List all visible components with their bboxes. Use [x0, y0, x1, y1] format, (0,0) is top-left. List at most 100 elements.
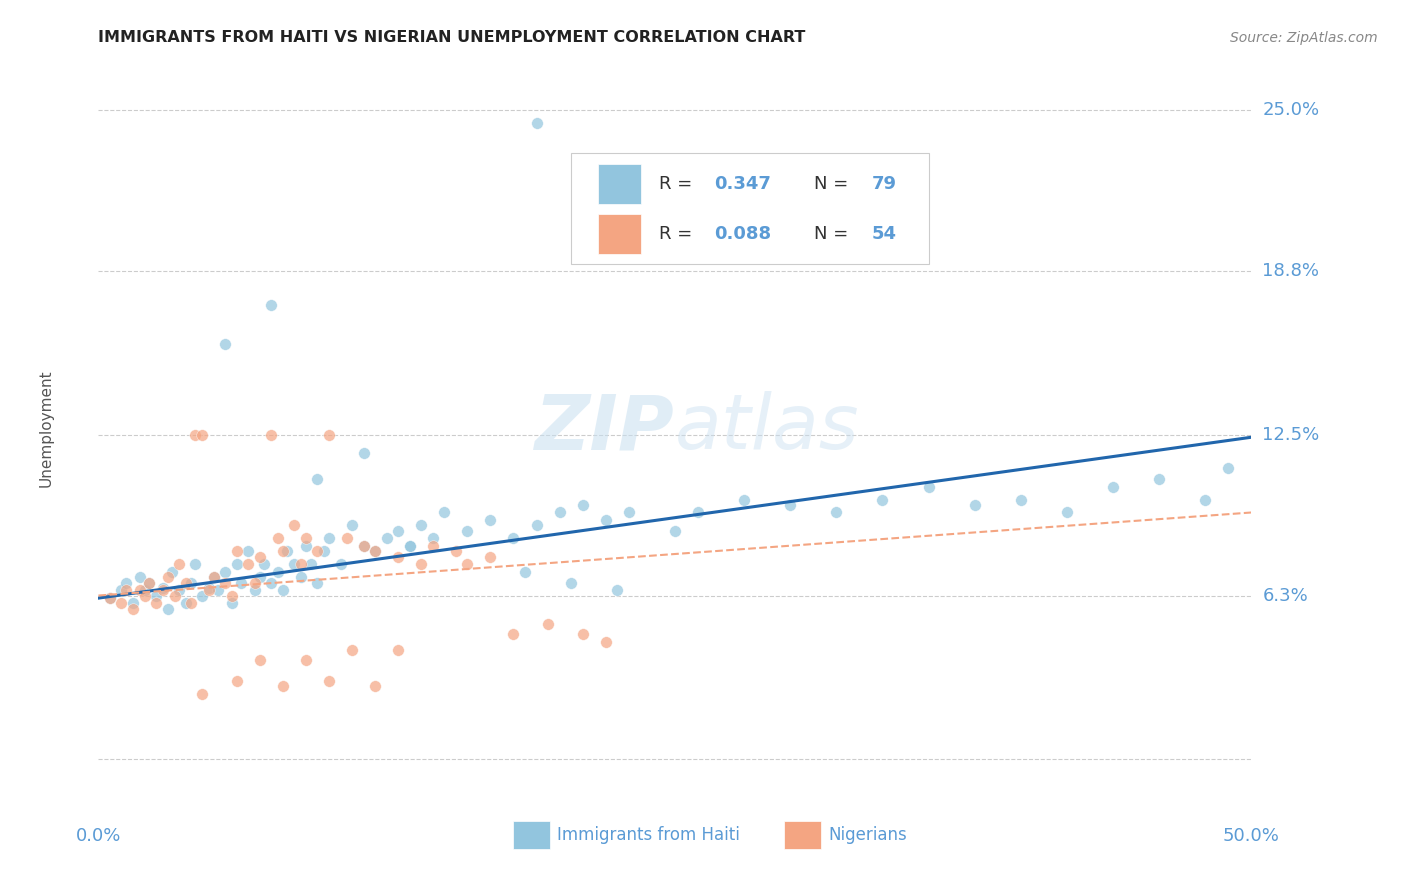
Point [283, 518, 305, 533]
Point [138, 575, 160, 590]
Point [617, 506, 640, 520]
Text: atlas: atlas [675, 392, 859, 465]
Text: 0.347: 0.347 [714, 175, 770, 193]
Point [134, 589, 156, 603]
Point [271, 544, 294, 558]
Point [271, 583, 294, 598]
Bar [785, 821, 821, 849]
Point [595, 513, 617, 527]
Point [214, 565, 236, 579]
Point [422, 532, 444, 546]
Point [180, 575, 202, 590]
Point [191, 589, 214, 603]
Bar [598, 164, 641, 203]
Point [444, 544, 467, 558]
Point [115, 575, 138, 590]
Point [375, 532, 398, 546]
Point [387, 549, 409, 564]
Point [225, 558, 247, 572]
Text: 54: 54 [872, 225, 897, 243]
Text: 0.088: 0.088 [714, 225, 772, 243]
Point [1056, 506, 1078, 520]
Text: 0.0%: 0.0% [76, 827, 121, 845]
Point [353, 539, 375, 553]
Text: IMMIGRANTS FROM HAITI VS NIGERIAN UNEMPLOYMENT CORRELATION CHART: IMMIGRANTS FROM HAITI VS NIGERIAN UNEMPL… [98, 29, 806, 45]
Point [225, 674, 247, 689]
Point [537, 617, 560, 632]
Point [167, 583, 190, 598]
Point [1102, 479, 1125, 493]
Point [245, 583, 267, 598]
Point [163, 589, 186, 603]
Point [184, 558, 207, 572]
Point [1218, 461, 1240, 475]
Point [422, 539, 444, 553]
Point [260, 575, 283, 590]
Point [364, 679, 387, 693]
Text: R =: R = [659, 225, 697, 243]
Point [340, 518, 363, 533]
Point [174, 575, 197, 590]
Point [411, 558, 433, 572]
Point [98, 591, 121, 606]
Point [411, 518, 433, 533]
Point [595, 635, 617, 649]
Text: ZIP: ZIP [536, 392, 675, 465]
Point [145, 596, 167, 610]
Text: Source: ZipAtlas.com: Source: ZipAtlas.com [1230, 30, 1378, 45]
Point [152, 583, 174, 598]
Point [129, 570, 152, 584]
Point [353, 446, 375, 460]
Point [295, 653, 318, 667]
Point [180, 596, 202, 610]
Point [318, 427, 340, 442]
Point [1147, 472, 1170, 486]
Point [202, 570, 225, 584]
Point [456, 558, 478, 572]
Point [290, 558, 312, 572]
Point [156, 601, 179, 615]
Point [314, 544, 336, 558]
Point [174, 596, 197, 610]
Text: N =: N = [814, 175, 855, 193]
Point [122, 596, 145, 610]
Point [571, 627, 593, 641]
Point [364, 544, 387, 558]
Text: 6.3%: 6.3% [1263, 587, 1308, 605]
Point [156, 570, 179, 584]
Point [329, 558, 352, 572]
Point [191, 427, 214, 442]
Text: 25.0%: 25.0% [1263, 102, 1320, 120]
Point [606, 583, 628, 598]
Point [115, 583, 138, 598]
Text: N =: N = [814, 225, 855, 243]
Point [318, 532, 340, 546]
Point [221, 589, 243, 603]
Text: 18.8%: 18.8% [1263, 262, 1319, 280]
Text: R =: R = [659, 175, 697, 193]
Point [340, 643, 363, 657]
Point [456, 524, 478, 538]
Point [1194, 492, 1216, 507]
Point [1010, 492, 1032, 507]
Text: Unemployment: Unemployment [39, 369, 53, 487]
Point [353, 539, 375, 553]
Point [283, 558, 305, 572]
Point [479, 549, 502, 564]
Point [872, 492, 894, 507]
Point [364, 544, 387, 558]
Point [198, 583, 221, 598]
Point [307, 575, 329, 590]
Text: Immigrants from Haiti: Immigrants from Haiti [557, 826, 740, 844]
Point [122, 601, 145, 615]
Point [202, 570, 225, 584]
Point [479, 513, 502, 527]
Point [267, 565, 290, 579]
Point [152, 581, 174, 595]
Point [129, 583, 152, 598]
Point [245, 575, 267, 590]
Point [387, 524, 409, 538]
Point [221, 596, 243, 610]
Point [560, 575, 582, 590]
Point [299, 558, 322, 572]
